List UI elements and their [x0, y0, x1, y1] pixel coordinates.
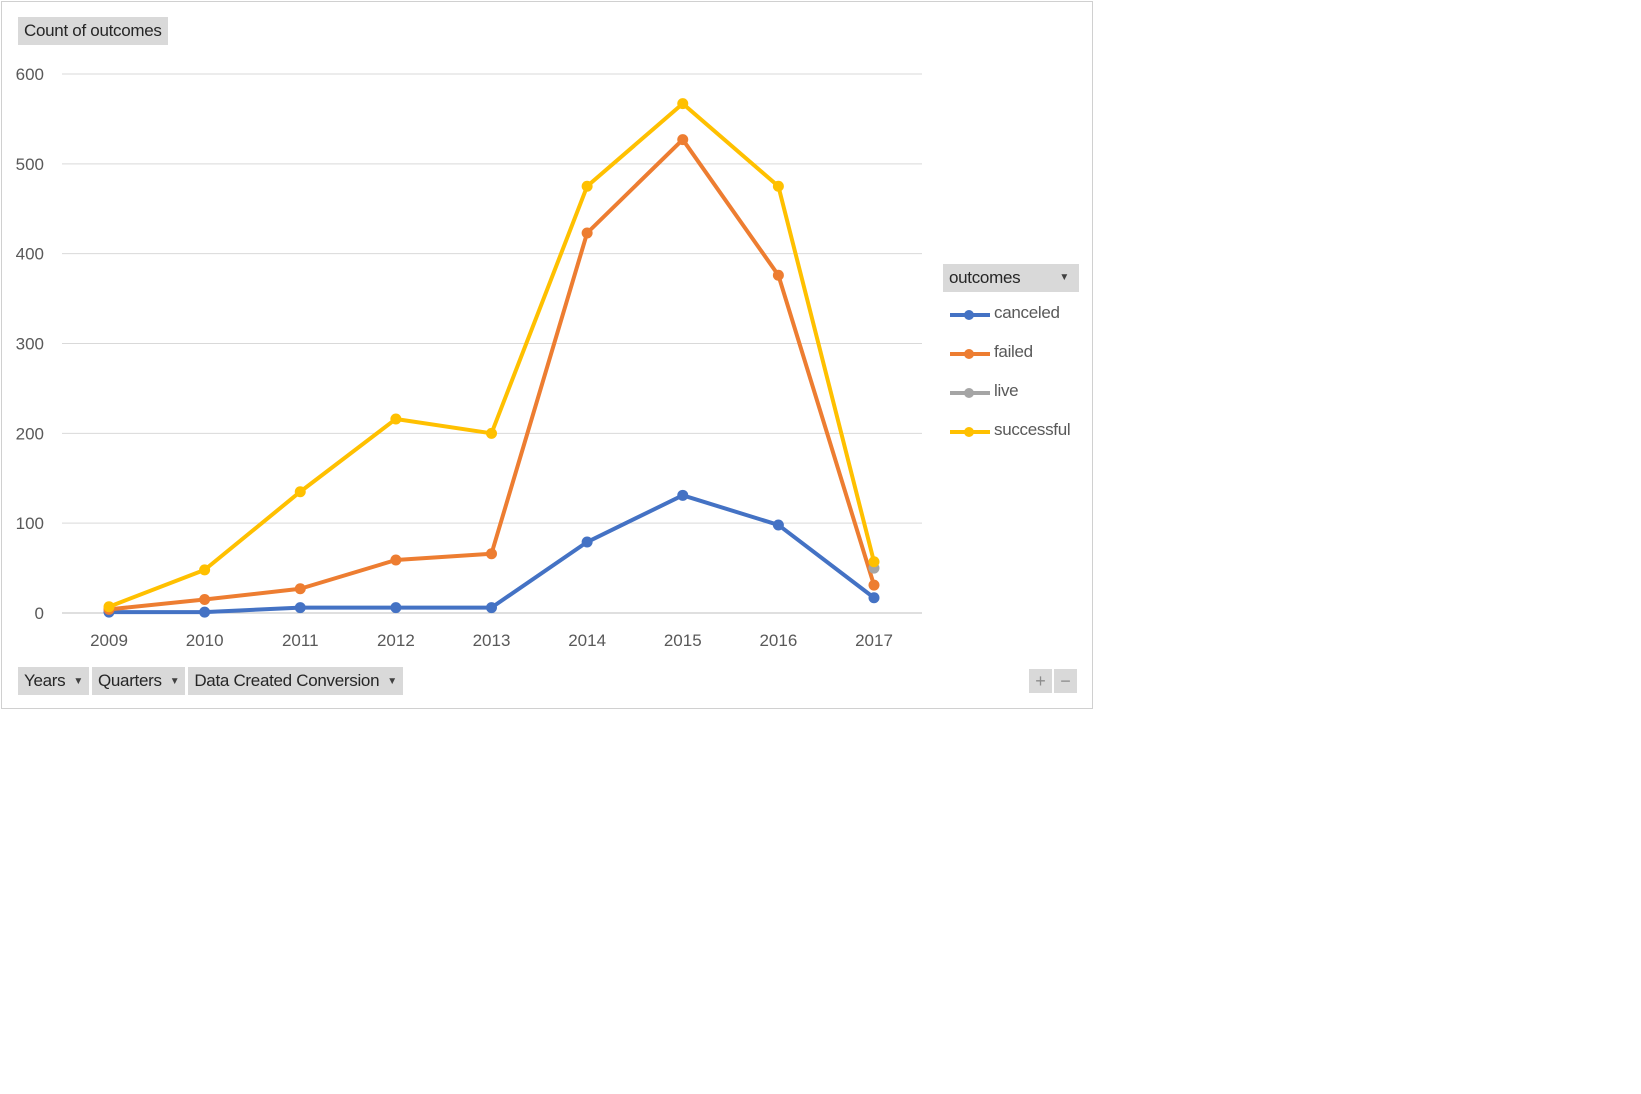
date-created-conversion-field-button[interactable]: Data Created Conversion ▼ [188, 667, 403, 695]
quarters-field-button[interactable]: Quarters ▼ [92, 667, 185, 695]
data-point-successful [104, 601, 115, 612]
data-point-successful [199, 564, 210, 575]
y-tick-label: 600 [16, 65, 44, 84]
y-tick-label: 400 [16, 245, 44, 264]
legend-label-failed: failed [994, 339, 1033, 365]
data-point-failed [486, 548, 497, 559]
y-tick-label: 200 [16, 424, 44, 443]
date-created-conversion-field-label: Data Created Conversion [194, 671, 379, 690]
x-tick-label: 2014 [568, 631, 606, 650]
data-point-successful [677, 98, 688, 109]
legend-item-canceled: canceled [948, 300, 1070, 339]
legend-label-canceled: canceled [994, 300, 1060, 326]
data-point-successful [869, 556, 880, 567]
pivot-chart[interactable]: 0 100 200 300 400 500 600 2009 2010 2011 2012 2013 2… [1, 1, 1093, 709]
data-point-successful [486, 428, 497, 439]
dropdown-arrow-icon: ▼ [1059, 264, 1069, 292]
x-tick-label: 2011 [282, 631, 319, 650]
data-point-failed [582, 228, 593, 239]
data-point-failed [677, 134, 688, 145]
data-point-successful [582, 181, 593, 192]
expand-field-button[interactable]: + [1029, 669, 1052, 693]
dropdown-arrow-icon: ▼ [387, 668, 397, 696]
chart-canvas: 0 100 200 300 400 500 600 2009 2010 2011 2012 2013 2… [2, 2, 1094, 710]
value-field-label: Count of outcomes [24, 21, 162, 40]
data-point-canceled [199, 607, 210, 618]
value-field-button[interactable]: Count of outcomes [18, 17, 168, 45]
legend-label-successful: successful [994, 417, 1070, 443]
y-tick-label: 100 [16, 514, 44, 533]
y-tick-label: 300 [16, 335, 44, 354]
y-tick-label: 0 [35, 604, 44, 623]
years-field-label: Years [24, 671, 65, 690]
data-point-failed [390, 554, 401, 565]
legend-swatch-canceled [948, 300, 992, 320]
x-tick-label: 2009 [90, 631, 128, 650]
x-tick-label: 2015 [664, 631, 702, 650]
dropdown-arrow-icon: ▼ [170, 668, 180, 696]
data-point-failed [295, 583, 306, 594]
data-point-canceled [869, 592, 880, 603]
series-line-successful [109, 104, 874, 607]
legend-field-label: outcomes [949, 268, 1020, 287]
legend-field-button[interactable]: outcomes ▼ [943, 264, 1079, 292]
x-tick-label: 2013 [473, 631, 511, 650]
axis-field-buttons: Years ▼ Quarters ▼ Data Created Conversion… [18, 667, 403, 695]
legend-swatch-live [948, 378, 992, 398]
data-point-successful [390, 413, 401, 424]
dropdown-arrow-icon: ▼ [73, 668, 83, 696]
years-field-button[interactable]: Years ▼ [18, 667, 89, 695]
x-tick-label: 2010 [186, 631, 224, 650]
zoom-buttons: + − [1029, 669, 1077, 693]
data-point-canceled [773, 519, 784, 530]
legend-item-failed: failed [948, 339, 1070, 378]
data-point-canceled [486, 602, 497, 613]
x-tick-label: 2017 [855, 631, 893, 650]
legend-item-successful: successful [948, 417, 1070, 456]
data-point-canceled [390, 602, 401, 613]
legend-item-live: live [948, 378, 1070, 417]
data-point-failed [199, 594, 210, 605]
quarters-field-label: Quarters [98, 671, 162, 690]
legend-label-live: live [994, 378, 1018, 404]
collapse-field-button[interactable]: − [1054, 669, 1077, 693]
x-tick-label: 2012 [377, 631, 415, 650]
legend-swatch-successful [948, 417, 992, 437]
data-point-failed [773, 270, 784, 281]
data-point-canceled [677, 490, 688, 501]
series-line-failed [109, 140, 874, 610]
data-point-canceled [295, 602, 306, 613]
data-point-successful [295, 486, 306, 497]
x-tick-label: 2016 [759, 631, 797, 650]
y-tick-label: 500 [16, 155, 44, 174]
chart-legend: canceled failed live successful [948, 300, 1070, 456]
data-point-failed [869, 580, 880, 591]
legend-swatch-failed [948, 339, 992, 359]
data-point-successful [773, 181, 784, 192]
data-point-canceled [582, 537, 593, 548]
